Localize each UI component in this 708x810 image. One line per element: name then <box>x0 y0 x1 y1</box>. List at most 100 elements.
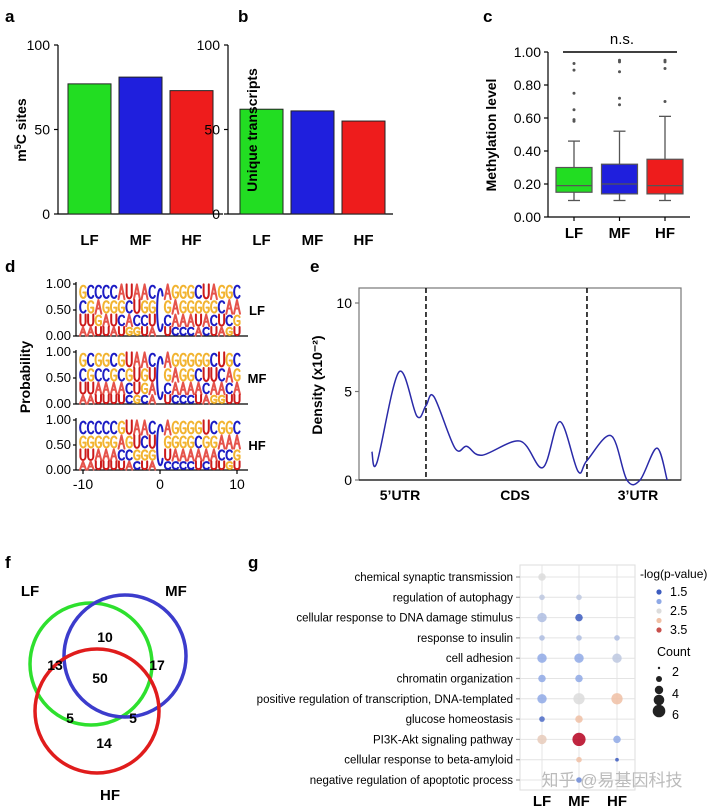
logo-letter-C <box>196 369 201 380</box>
logo-glyph-G <box>142 301 147 312</box>
logo-letter-C <box>111 354 116 366</box>
logo-glyph-A <box>134 420 140 434</box>
logo-glyph-C <box>196 437 201 448</box>
logo-glyph-C <box>142 316 147 326</box>
logo-glyph-C <box>119 450 124 459</box>
logo-letter-G <box>80 286 85 298</box>
logo-letter-A <box>142 352 148 367</box>
logo-letter-G <box>226 422 231 434</box>
logo-glyph-C <box>88 286 93 298</box>
logo-glyph-A <box>80 461 86 469</box>
logo-glyph-G <box>119 422 124 434</box>
logo-glyph-A <box>188 315 194 327</box>
logo-glyph-A <box>111 327 117 336</box>
logo-glyph-C <box>219 369 224 380</box>
dot-HF <box>615 757 619 762</box>
y-tick-label: 0 <box>212 206 220 222</box>
logo-letter-G <box>180 286 185 298</box>
logo-letter-G <box>96 316 101 326</box>
logo-letter-U <box>196 395 201 403</box>
venn-count-MF_HF: 5 <box>129 710 137 726</box>
logo-glyph-C <box>157 425 162 466</box>
logo-glyph-A <box>172 300 178 314</box>
logo-letter-G <box>165 437 170 448</box>
logo-letter-C <box>219 301 224 312</box>
logo-glyph-A <box>219 435 225 448</box>
box-LF <box>555 166 593 193</box>
logo-letter-C <box>173 328 178 335</box>
logo-letter-C <box>103 422 108 434</box>
logo-glyph-G <box>188 286 193 298</box>
logo-glyph-C <box>165 384 170 394</box>
region-label: 3’UTR <box>618 487 658 503</box>
dot-MF <box>575 715 583 723</box>
logo-letter-C <box>157 289 162 331</box>
logo-glyph-C <box>103 286 108 298</box>
logo-glyph-G <box>219 422 224 434</box>
logo-letter-U <box>104 395 109 403</box>
size-legend-dot <box>653 694 665 706</box>
go-term-label: cellular response to DNA damage stimulus <box>296 613 513 625</box>
logo-letter-C <box>211 422 216 434</box>
logo-letter-U <box>119 395 124 403</box>
logo-glyph-G <box>126 369 131 380</box>
logo-letter-U <box>211 368 216 381</box>
logo-letter-G <box>111 301 116 312</box>
size-legend-dot <box>652 704 666 718</box>
logo-letter-A <box>234 300 240 314</box>
logo-letter-C <box>111 286 116 298</box>
logo-glyph-U <box>219 352 224 366</box>
logo-glyph-G <box>96 354 101 366</box>
logo-glyph-G <box>226 286 231 298</box>
logo-letter-G <box>142 450 147 459</box>
logo-glyph-C <box>149 422 154 434</box>
logo-glyph-U <box>104 461 109 469</box>
logo-glyph-C <box>80 422 85 434</box>
logo-glyph-C <box>165 462 170 469</box>
outlier-point <box>618 103 621 107</box>
logo-glyph-C <box>88 354 93 366</box>
logo-glyph-A <box>95 383 101 395</box>
logo-glyph-U <box>196 395 201 403</box>
logo-glyph-G <box>103 354 108 366</box>
logo-letter-C <box>103 369 108 380</box>
logo-glyph-A <box>203 449 209 460</box>
logo-letter-A <box>88 395 94 404</box>
logo-letter-G <box>88 301 93 312</box>
logo-letter-U <box>150 435 155 447</box>
logo-letter-A <box>149 383 155 395</box>
logo-letter-A <box>219 383 225 395</box>
go-term-label: response to insulin <box>417 633 513 645</box>
x-tick-label: 0 <box>156 476 164 492</box>
logo-glyph-A <box>80 395 86 404</box>
logo-letter-G <box>103 437 108 448</box>
logo-letter-A <box>88 327 94 336</box>
logo-glyph-U <box>119 395 124 403</box>
logo-glyph-U <box>165 327 170 335</box>
venn-count-LF: 13 <box>47 657 63 673</box>
logo-glyph-A <box>172 383 178 395</box>
venn-count-LF_MF: 10 <box>97 629 113 645</box>
logo-letter-U <box>234 461 239 469</box>
logo-glyph-A <box>142 284 148 299</box>
logo-glyph-C <box>149 286 154 298</box>
y-tick-label: 0 <box>344 472 352 488</box>
size-legend-dot <box>654 685 664 695</box>
go-term-label: positive regulation of transcription, DN… <box>257 694 513 706</box>
logo-letter-G <box>96 437 101 448</box>
logo-letter-A <box>226 435 232 448</box>
logo-glyph-G <box>149 301 154 312</box>
logo-glyph-A <box>103 383 109 395</box>
region-label: 5’UTR <box>380 487 420 503</box>
logo-letter-U <box>234 395 239 403</box>
size-legend-label: 2 <box>672 665 679 679</box>
logo-letter-A <box>211 383 217 395</box>
logo-letter-U <box>88 449 93 460</box>
logo-glyph-A <box>149 395 155 404</box>
logo-glyph-A <box>226 368 232 382</box>
logo-glyph-C <box>80 369 85 380</box>
go-term-label: PI3K-Akt signaling pathway <box>373 734 513 746</box>
color-legend-dot <box>656 589 662 595</box>
logo-glyph-C <box>111 286 116 298</box>
logo-glyph-U <box>165 449 170 460</box>
